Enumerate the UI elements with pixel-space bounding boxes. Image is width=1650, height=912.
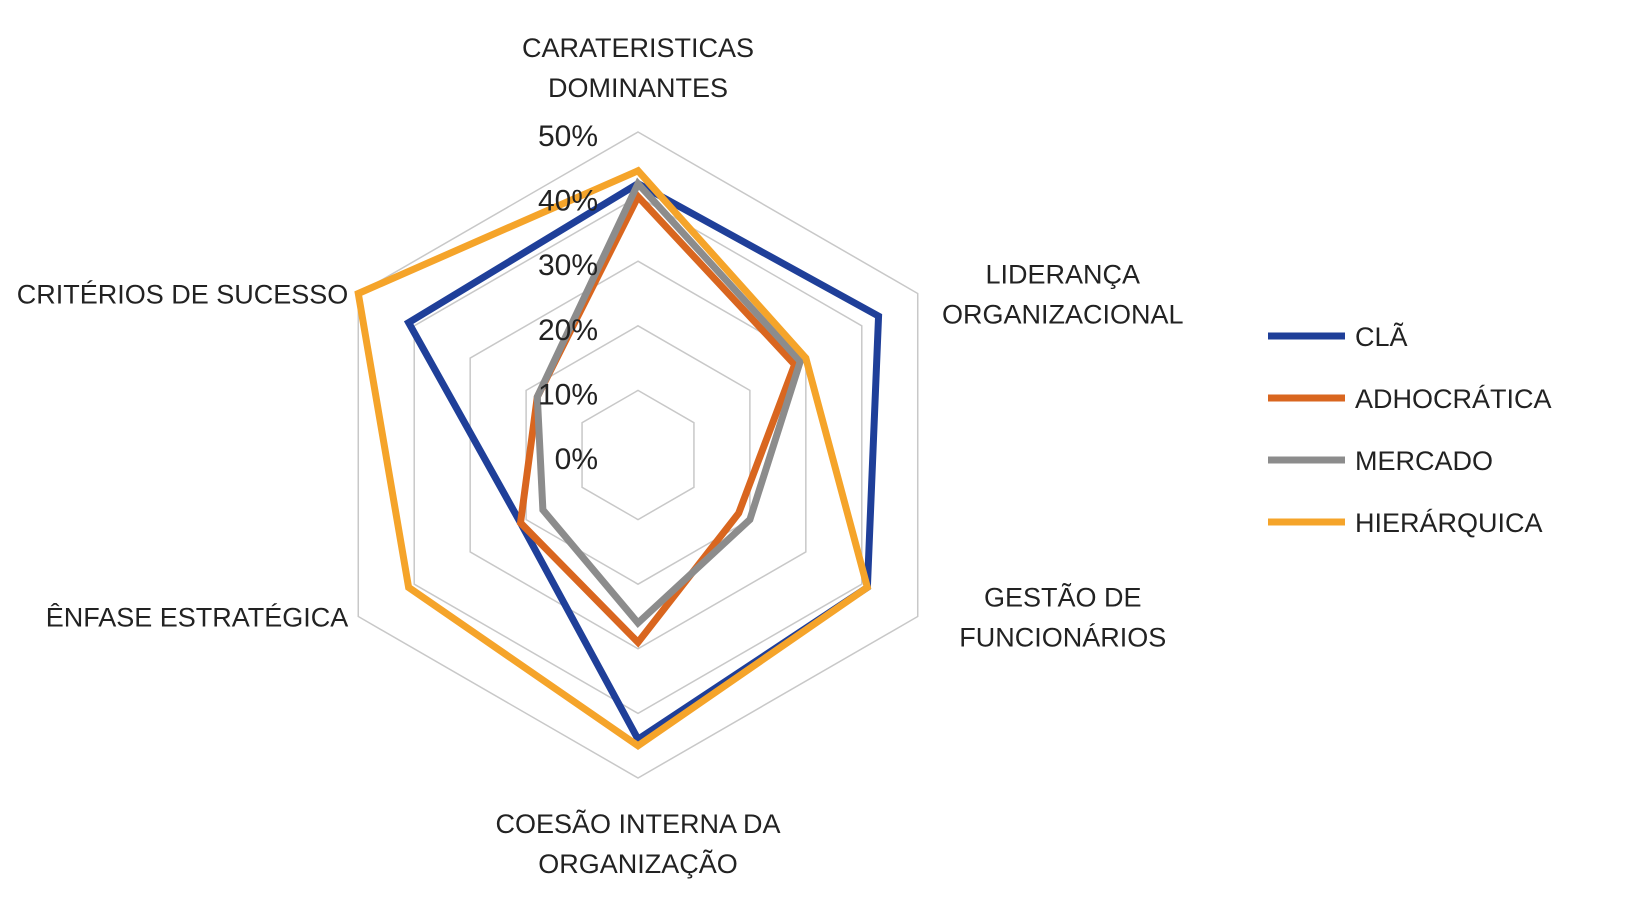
legend-label: HIERÁRQUICA <box>1355 508 1543 538</box>
axis-label-line: ÊNFASE ESTRATÉGICA <box>46 602 349 633</box>
axis-label-0: CARATERISTICAS DOMINANTES <box>522 33 754 103</box>
grid-ring-2 <box>525 324 751 586</box>
legend-label: MERCADO <box>1355 446 1493 476</box>
axis-label-line: LIDERANÇA <box>985 260 1140 290</box>
axis-label-line: ORGANIZACIONAL <box>942 300 1184 330</box>
tick-label: 30% <box>538 249 598 282</box>
tick-label: 10% <box>538 378 598 411</box>
series-line-2 <box>533 177 805 629</box>
axis-label-1: LIDERANÇA ORGANIZACIONAL <box>942 260 1184 330</box>
axis-label-3: COESÃO INTERNA DA ORGANIZAÇÃO <box>495 808 780 879</box>
legend-label: ADHOCRÁTICA <box>1355 384 1552 414</box>
legend: CLÃ ADHOCRÁTICA MERCADO HIERÁRQUICA <box>1268 321 1552 538</box>
axis-label-line: COESÃO INTERNA DA <box>495 808 780 839</box>
tick-label: 20% <box>538 314 598 347</box>
series-line-0 <box>403 179 883 745</box>
axis-label-4: ÊNFASE ESTRATÉGICA <box>46 602 349 633</box>
tick-labels: 0% 10% 20% 30% 40% 50% <box>538 120 598 476</box>
grid-ring-1 <box>581 389 695 521</box>
series-layer <box>354 166 883 750</box>
axis-label-line: GESTÃO DE <box>984 582 1142 613</box>
tick-label: 0% <box>555 443 598 476</box>
legend-item: HIERÁRQUICA <box>1268 508 1543 538</box>
axis-label-line: CARATERISTICAS <box>522 33 754 63</box>
axis-label-5: CRITÉRIOS DE SUCESSO <box>17 280 349 310</box>
series-line-3 <box>354 166 872 750</box>
tick-label: 50% <box>538 120 598 153</box>
legend-item: MERCADO <box>1268 446 1493 476</box>
axis-label-line: DOMINANTES <box>548 73 728 103</box>
legend-item: CLÃ <box>1268 321 1408 352</box>
legend-label: CLÃ <box>1355 321 1408 352</box>
axis-label-line: ORGANIZAÇÃO <box>538 848 738 879</box>
axis-label-line: CRITÉRIOS DE SUCESSO <box>17 280 349 310</box>
axis-label-line: FUNCIONÁRIOS <box>959 623 1166 653</box>
axis-labels: CARATERISTICAS DOMINANTES LIDERANÇA ORGANIZ… <box>17 33 1184 879</box>
legend-item: ADHOCRÁTICA <box>1268 384 1552 414</box>
tick-label: 40% <box>538 185 598 218</box>
axis-label-2: GESTÃO DE FUNCIONÁRIOS <box>959 582 1166 653</box>
